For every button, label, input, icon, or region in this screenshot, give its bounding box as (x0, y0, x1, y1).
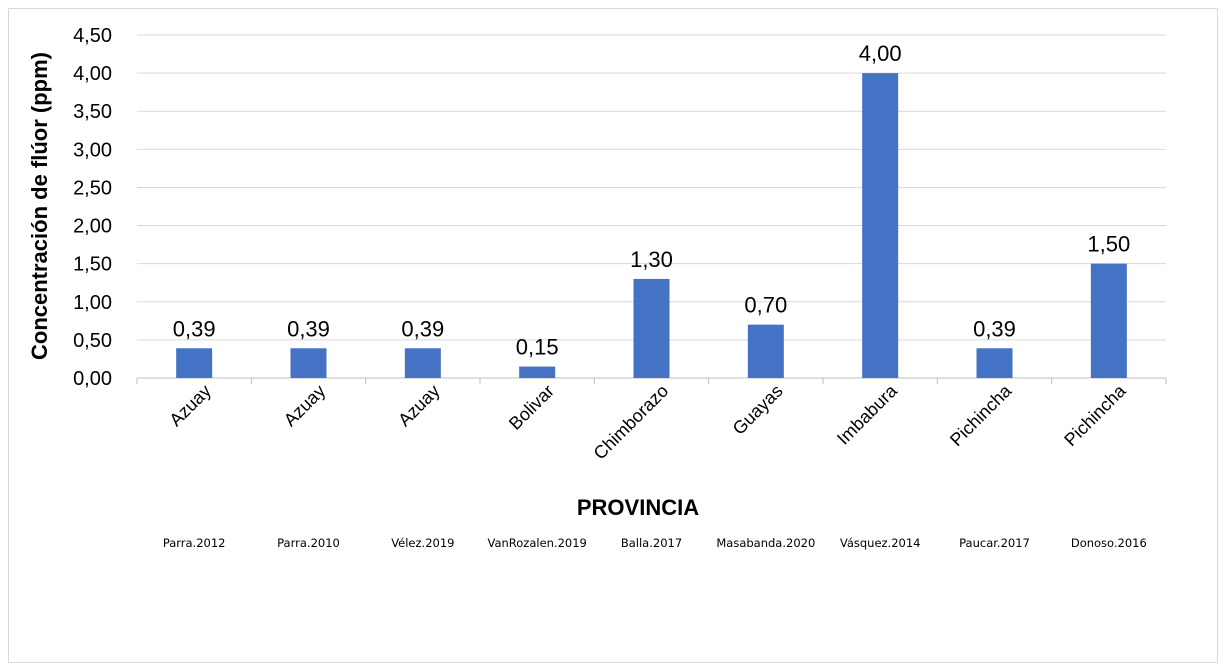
x-tick-label: Imbabura (833, 380, 902, 449)
source-label: Parra.2010 (277, 536, 340, 550)
y-tick-label: 0,50 (73, 330, 112, 352)
data-label: 0,39 (973, 316, 1016, 341)
bar (404, 348, 441, 378)
data-label: 0,39 (173, 316, 216, 341)
bar (176, 348, 213, 378)
source-label: Masabanda.2020 (716, 536, 815, 550)
bars (176, 73, 1127, 378)
bar (976, 348, 1013, 378)
y-tick-label: 0,00 (73, 368, 112, 390)
data-labels: 0,39 0,39 0,39 0,15 1,30 0,70 4,00 0,39 1,50 (173, 41, 1130, 359)
y-axis-ticks: 0,00 0,50 1,00 1,50 2,00 2,50 3,00 3,50 4,00 4,50 (73, 25, 112, 390)
x-tick-label: Azuay (394, 381, 444, 431)
x-tick-label: Azuay (280, 381, 330, 431)
source-label: Donoso.2016 (1071, 536, 1147, 550)
bar (290, 348, 327, 378)
data-label: 0,39 (401, 316, 444, 341)
x-tick-label: Azuay (165, 381, 215, 431)
data-label: 1,50 (1087, 232, 1130, 257)
source-label: VanRozalen.2019 (487, 536, 586, 550)
y-tick-label: 3,50 (73, 101, 112, 123)
y-tick-label: 4,00 (73, 63, 112, 85)
bar (1090, 263, 1127, 378)
source-labels: Parra.2012 Parra.2010 Vélez.2019 VanRozalen… (163, 536, 1147, 550)
source-label: Balla.2017 (621, 536, 682, 550)
data-label: 0,39 (287, 316, 330, 341)
source-label: Paucar.2017 (959, 536, 1030, 550)
y-tick-label: 1,00 (73, 292, 112, 314)
y-tick-label: 2,00 (73, 216, 112, 238)
data-label: 4,00 (859, 41, 902, 66)
source-label: Vásquez.2014 (840, 536, 921, 550)
y-tick-label: 2,50 (73, 177, 112, 199)
source-label: Vélez.2019 (391, 536, 454, 550)
x-axis-tick-marks (136, 378, 1167, 384)
x-tick-label: Pichincha (946, 380, 1016, 450)
x-tick-label: Bolivar (505, 381, 558, 434)
chart-frame (8, 8, 1218, 663)
bar (633, 278, 670, 378)
x-axis-title: PROVINCIA (577, 495, 699, 520)
data-label: 0,70 (744, 293, 787, 318)
data-label: 1,30 (630, 247, 673, 272)
source-label: Parra.2012 (163, 536, 226, 550)
x-tick-label: Pichincha (1060, 380, 1130, 450)
data-label: 0,15 (516, 335, 559, 360)
bar (747, 324, 784, 378)
y-axis-title: Concentración de flúor (ppm) (27, 52, 52, 360)
x-tick-label: Chimborazo (590, 381, 673, 464)
y-tick-label: 3,00 (73, 139, 112, 161)
bar (519, 366, 556, 378)
y-tick-label: 1,50 (73, 254, 112, 276)
bar (862, 73, 899, 378)
x-tick-label: Guayas (729, 381, 787, 439)
y-tick-label: 4,50 (73, 25, 112, 47)
x-axis-categories: Azuay Azuay Azuay Bolivar Chimborazo Guayas Im… (165, 380, 1130, 463)
